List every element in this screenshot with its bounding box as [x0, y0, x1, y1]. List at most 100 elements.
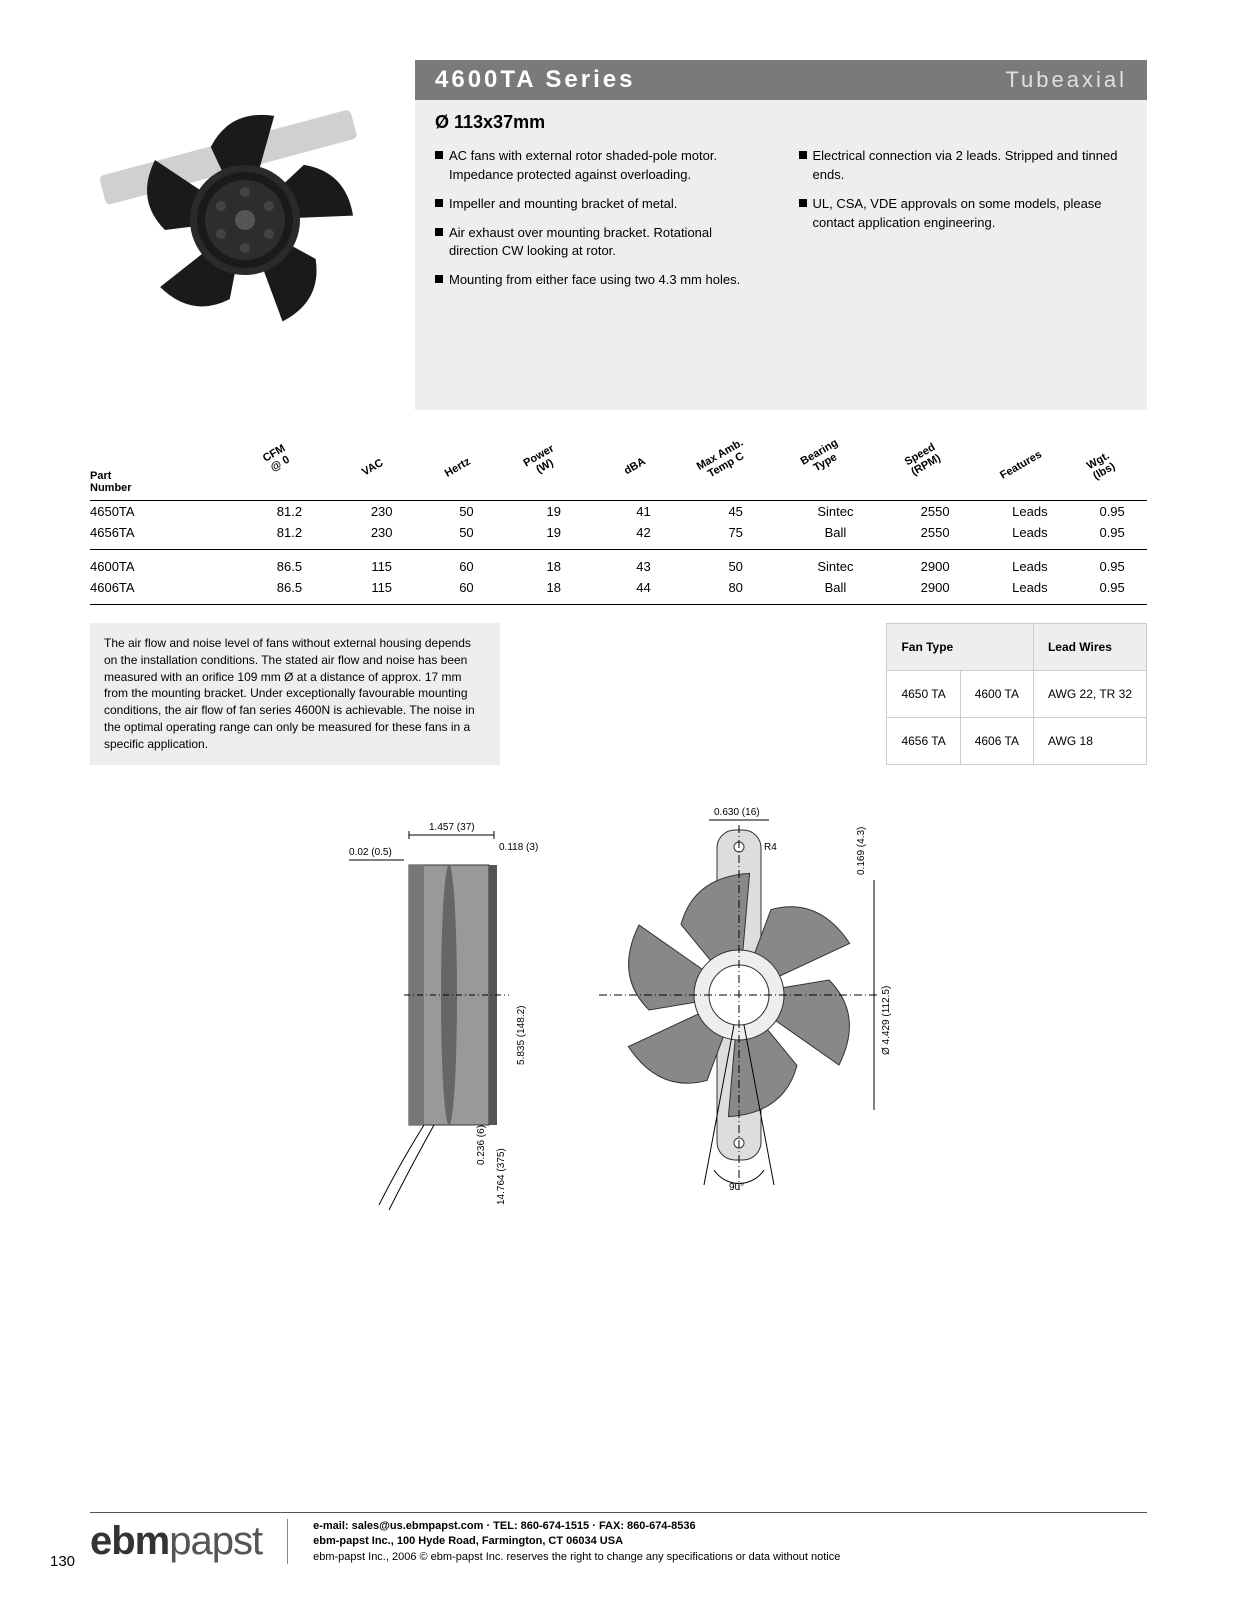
product-image: [95, 70, 395, 370]
spec-cell-hz: 60: [424, 559, 509, 574]
mid-section: The air flow and noise level of fans wit…: [90, 623, 1147, 765]
hdr-dba: dBA: [593, 439, 677, 494]
bullet-text: UL, CSA, VDE approvals on some models, p…: [813, 195, 1128, 233]
bullet-item: AC fans with external rotor shaded-pole …: [435, 147, 764, 185]
dim-11: 90°: [729, 1182, 744, 1193]
company-logo: ebmpapst: [90, 1519, 288, 1564]
spec-cell-vac: 230: [339, 504, 424, 519]
spec-table: Part Number CFM @ 0 VAC Hertz Power (W) …: [90, 455, 1147, 605]
bullet-text: Electrical connection via 2 leads. Strip…: [813, 147, 1128, 185]
dim-3: 0.02 (0.5): [349, 847, 392, 858]
spec-cell-wgt: 0.95: [1077, 580, 1147, 595]
dim-5: R4: [764, 842, 777, 853]
bullet-item: Electrical connection via 2 leads. Strip…: [799, 147, 1128, 185]
spec-cell-feat: Leads: [983, 504, 1078, 519]
wire-table: Fan Type Lead Wires 4650 TA4600 TAAWG 22…: [886, 623, 1147, 765]
wire-cell: 4650 TA: [887, 670, 960, 717]
spec-cell-bear: Sintec: [783, 559, 888, 574]
dim-7: 5.835 (148.2): [516, 1005, 527, 1065]
footer-text: e-mail: sales@us.ebmpapst.com · TEL: 860…: [313, 1519, 840, 1565]
bullet-item: Mounting from either face using two 4.3 …: [435, 271, 764, 290]
spec-cell-part: 4650TA: [90, 504, 240, 519]
wire-cell: 4600 TA: [960, 670, 1033, 717]
dim-6: 0.169 (4.3): [856, 826, 867, 874]
square-bullet-icon: [799, 199, 807, 207]
spec-cell-rpm: 2900: [888, 559, 983, 574]
spec-cell-feat: Leads: [983, 525, 1078, 540]
spec-cell-dba: 44: [599, 580, 689, 595]
dim-8: 0.236 (6): [476, 1125, 487, 1165]
spec-row: 4650TA81.223050194145Sintec2550Leads0.95: [90, 501, 1147, 522]
spec-cell-hz: 50: [424, 504, 509, 519]
spec-cell-bear: Ball: [783, 525, 888, 540]
bullet-text: Mounting from either face using two 4.3 …: [449, 271, 740, 290]
footer-address: ebm-papst Inc., 100 Hyde Road, Farmingto…: [313, 1534, 840, 1549]
dim-10: Ø 4.429 (112.5): [881, 985, 892, 1054]
wire-row: 4650 TA4600 TAAWG 22, TR 32: [887, 670, 1147, 717]
wire-row: 4656 TA4606 TAAWG 18: [887, 717, 1147, 764]
bullet-item: Air exhaust over mounting bracket. Rotat…: [435, 224, 764, 262]
dim-4: 0.630 (16): [714, 807, 760, 818]
bullet-col-left: AC fans with external rotor shaded-pole …: [435, 147, 764, 300]
spec-cell-wgt: 0.95: [1077, 559, 1147, 574]
series-subtitle: Tubeaxial: [1005, 67, 1127, 93]
spec-cell-wgt: 0.95: [1077, 525, 1147, 540]
spec-cell-cfm: 81.2: [240, 504, 340, 519]
bullet-text: Impeller and mounting bracket of metal.: [449, 195, 677, 214]
spec-row: 4656TA81.223050194275Ball2550Leads0.95: [90, 522, 1147, 543]
hdr-feat: Features: [977, 436, 1065, 494]
spec-cell-vac: 115: [339, 559, 424, 574]
spec-cell-bear: Ball: [783, 580, 888, 595]
logo-part-a: ebm: [90, 1519, 169, 1563]
square-bullet-icon: [435, 228, 443, 236]
footer-copyright: ebm-papst Inc., 2006 © ebm-papst Inc. re…: [313, 1550, 840, 1565]
spec-cell-dba: 43: [599, 559, 689, 574]
spec-cell-dba: 42: [599, 525, 689, 540]
spec-cell-rpm: 2550: [888, 504, 983, 519]
square-bullet-icon: [435, 275, 443, 283]
hdr-wgt: Wgt. (lbs): [1065, 438, 1137, 494]
spec-cell-part: 4600TA: [90, 559, 240, 574]
spec-cell-temp: 50: [688, 559, 783, 574]
spec-row: 4606TA86.511560184480Ball2900Leads0.95: [90, 577, 1147, 598]
page-number: 130: [50, 1553, 75, 1570]
spec-cell-wgt: 0.95: [1077, 504, 1147, 519]
logo-part-b: papst: [169, 1519, 262, 1563]
square-bullet-icon: [435, 151, 443, 159]
bullet-item: UL, CSA, VDE approvals on some models, p…: [799, 195, 1128, 233]
spec-cell-temp: 45: [688, 504, 783, 519]
wire-cell: 4606 TA: [960, 717, 1033, 764]
spec-cell-feat: Leads: [983, 580, 1078, 595]
top-section: 4600TA Series Tubeaxial Ø 113x37mm AC fa…: [90, 60, 1147, 440]
footer-contact: e-mail: sales@us.ebmpapst.com · TEL: 860…: [313, 1519, 840, 1534]
spec-cell-pw: 19: [509, 504, 599, 519]
spec-cell-rpm: 2900: [888, 580, 983, 595]
spec-cell-part: 4656TA: [90, 525, 240, 540]
wire-cell: AWG 18: [1033, 717, 1146, 764]
spec-cell-hz: 60: [424, 580, 509, 595]
spec-row: 4600TA86.511560184350Sintec2900Leads0.95: [90, 556, 1147, 577]
note-box: The air flow and noise level of fans wit…: [90, 623, 500, 765]
square-bullet-icon: [799, 151, 807, 159]
square-bullet-icon: [435, 199, 443, 207]
spec-cell-bear: Sintec: [783, 504, 888, 519]
header-bar: 4600TA Series Tubeaxial: [415, 60, 1147, 100]
dimension-heading: Ø 113x37mm: [435, 112, 1127, 133]
spec-cell-dba: 41: [599, 504, 689, 519]
wire-cell: 4656 TA: [887, 717, 960, 764]
spec-cell-pw: 18: [509, 559, 599, 574]
hdr-hz: Hertz: [418, 441, 497, 494]
dim-2: 0.118 (3): [499, 842, 538, 853]
page-footer: ebmpapst e-mail: sales@us.ebmpapst.com ·…: [90, 1512, 1147, 1565]
dim-1: 1.457 (37): [429, 822, 475, 833]
spec-cell-vac: 115: [339, 580, 424, 595]
datasheet-page: 4600TA Series Tubeaxial Ø 113x37mm AC fa…: [0, 0, 1237, 1600]
spec-cell-part: 4606TA: [90, 580, 240, 595]
dim-9: 14.764 (375): [496, 1148, 507, 1205]
bullet-col-right: Electrical connection via 2 leads. Strip…: [799, 147, 1128, 300]
technical-diagram: 1.457 (37) 0.118 (3) 0.02 (0.5) 5.835 (1…: [90, 795, 1147, 1225]
bullet-columns: AC fans with external rotor shaded-pole …: [435, 147, 1127, 300]
series-title: 4600TA Series: [435, 66, 635, 94]
bullet-text: AC fans with external rotor shaded-pole …: [449, 147, 764, 185]
spec-cell-cfm: 86.5: [240, 580, 340, 595]
